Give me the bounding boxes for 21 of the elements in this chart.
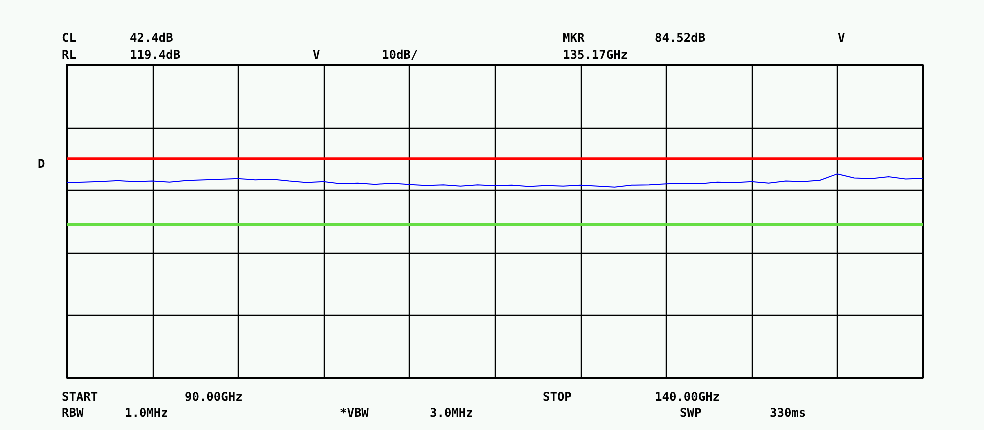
text: 10dB/ <box>382 48 418 62</box>
text: 330ms <box>770 406 806 420</box>
text: 84.52dB <box>655 31 706 45</box>
text: RL <box>62 48 76 62</box>
text: SWP <box>680 406 702 420</box>
text: V <box>838 31 846 45</box>
ref-line-label: D <box>38 156 46 171</box>
text: 1.0MHz <box>125 406 168 420</box>
text: RBW <box>62 406 84 420</box>
text: 42.4dB <box>130 31 174 45</box>
text: 90.00GHz <box>185 390 243 404</box>
text: *VBW <box>340 406 370 420</box>
text: 140.00GHz <box>655 390 720 404</box>
text: V <box>313 48 320 62</box>
text: START <box>62 390 98 404</box>
text: CL <box>62 31 76 45</box>
text: 135.17GHz <box>563 48 628 62</box>
text: MKR <box>563 31 586 45</box>
text: 119.4dB <box>130 48 181 62</box>
text: STOP <box>543 390 572 404</box>
text: 3.0MHz <box>430 406 474 420</box>
